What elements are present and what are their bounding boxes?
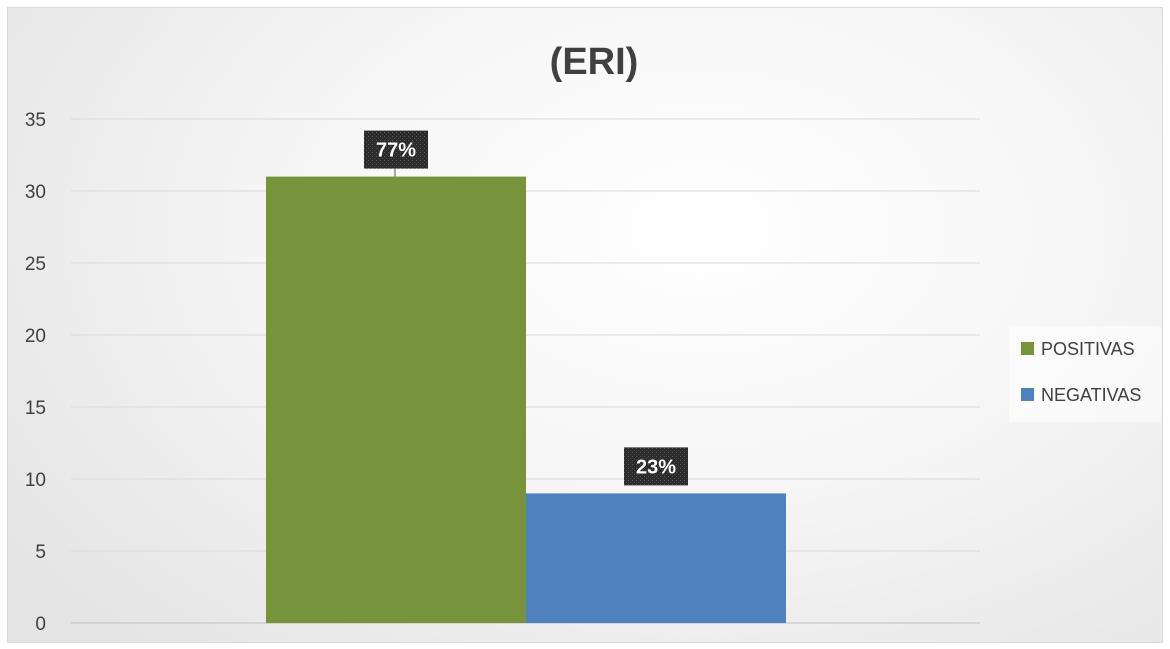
data-label: 23%: [636, 456, 676, 478]
data-labels: 77% 23%: [364, 130, 688, 486]
bar-positivas: [266, 176, 526, 623]
y-tick-label: 5: [35, 542, 46, 563]
y-axis-tick-labels: 0 5 10 15 20 25 30 35: [25, 110, 46, 635]
legend-background: [1009, 326, 1161, 422]
legend: POSITIVAS NEGATIVAS: [1009, 326, 1161, 422]
bar-negativas: [526, 493, 786, 623]
legend-label-positivas: POSITIVAS: [1041, 339, 1135, 359]
bar-chart: (ERI) 0 5 10 15 20 25 30 35 77% 23% POSITIVAS NEG…: [25, 41, 1161, 635]
y-tick-label: 25: [25, 254, 46, 275]
chart-title: (ERI): [550, 41, 639, 83]
data-label: 77%: [376, 140, 416, 162]
legend-swatch-positivas: [1021, 342, 1034, 355]
y-tick-label: 15: [25, 398, 46, 419]
data-label-box: [624, 447, 688, 486]
bars: [266, 176, 786, 623]
y-tick-label: 0: [35, 614, 46, 635]
data-label-box: [364, 130, 428, 169]
y-tick-label: 10: [25, 470, 46, 491]
chart-area: (ERI) 0 5 10 15 20 25 30 35 77% 23% POSITIVAS NEG…: [7, 7, 1163, 643]
y-tick-label: 30: [25, 182, 46, 203]
legend-label-negativas: NEGATIVAS: [1041, 385, 1141, 405]
legend-swatch-negativas: [1021, 388, 1034, 401]
y-tick-label: 20: [25, 326, 46, 347]
y-tick-label: 35: [25, 110, 46, 131]
